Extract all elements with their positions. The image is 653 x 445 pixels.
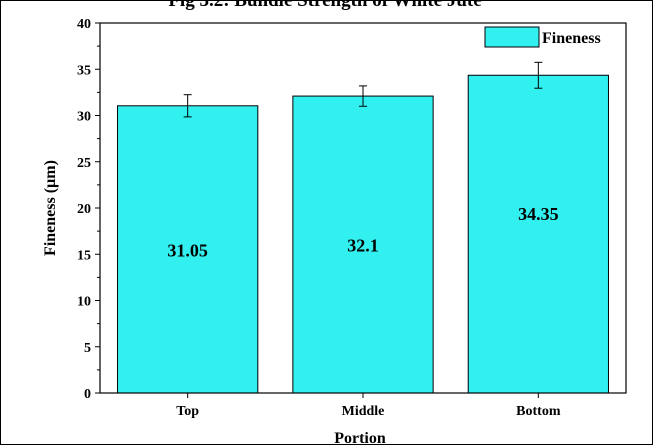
y-tick-label: 25 (77, 156, 91, 171)
y-tick-label: 10 (77, 295, 91, 310)
y-axis-label: Fineness (µm) (42, 160, 59, 256)
x-tick-label: Bottom (516, 404, 561, 419)
y-tick-label: 40 (77, 17, 91, 32)
legend-swatch (484, 26, 540, 48)
plot-area: 31.05 Top 32.1 Middle 34.35 Bottom 0 5 10 15 20 25 3… (77, 17, 627, 419)
y-tick-label: 30 (77, 110, 91, 125)
bar (467, 74, 609, 394)
data-label: 31.05 (167, 240, 208, 260)
plot-border (99, 22, 627, 394)
chart-title: Fig 3.2: Bundle Strength of White Jute (168, 0, 481, 11)
legend: Fineness (484, 26, 601, 48)
y-tick-label: 15 (77, 248, 91, 263)
data-label: 32.1 (347, 236, 379, 256)
bar (292, 95, 434, 394)
legend-label: Fineness (542, 30, 601, 47)
y-tick-label: 0 (84, 387, 91, 402)
x-tick-label: Middle (342, 404, 385, 419)
y-tick-label: 35 (77, 63, 91, 78)
y-tick-label: 20 (77, 202, 91, 217)
x-tick-label: Top (176, 404, 199, 419)
y-tick-label: 5 (84, 341, 91, 356)
bar (117, 105, 259, 394)
data-label: 34.35 (518, 204, 559, 224)
x-axis-label: Portion (334, 430, 386, 445)
